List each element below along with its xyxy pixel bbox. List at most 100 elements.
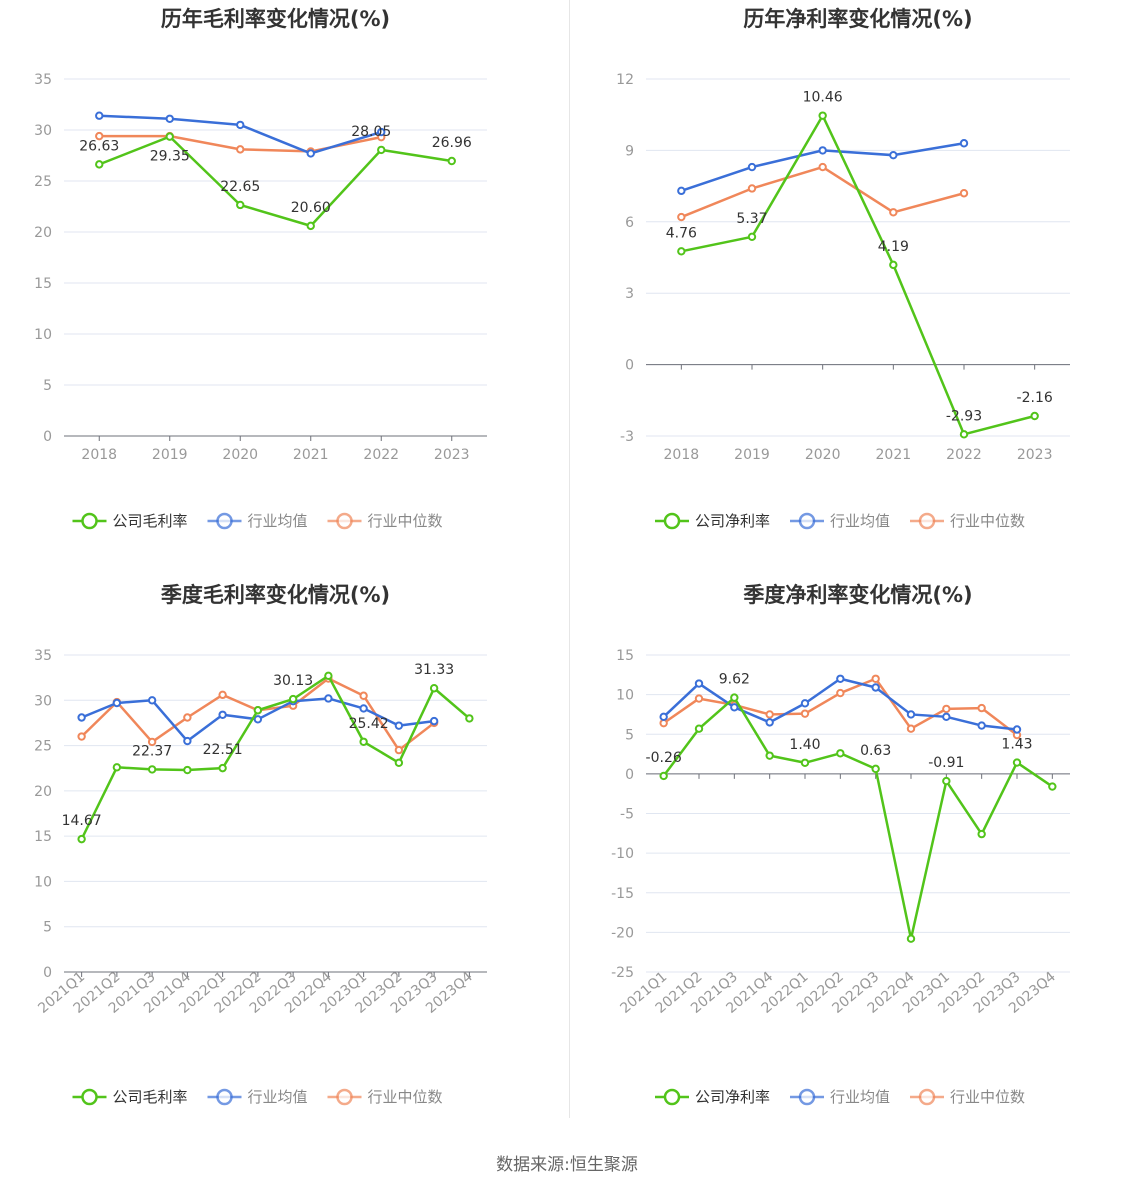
data-label: 26.96 [432, 135, 472, 151]
data-point-company [165, 132, 174, 141]
series-line-company [681, 114, 1035, 436]
legend-item: 行业中位数 [327, 1088, 443, 1106]
data-label: 0.63 [860, 743, 891, 759]
legend-label: 公司净利率 [695, 1088, 770, 1106]
data-point-company [889, 260, 898, 270]
data-point-industry-avg [236, 120, 245, 130]
legend-swatch-circle [216, 512, 233, 530]
data-point-company [218, 763, 227, 773]
source-name: 恒生聚源 [569, 1155, 638, 1175]
y-tick-label: 5 [43, 378, 52, 394]
data-point-industry-median [677, 212, 686, 222]
data-label: 22.51 [203, 742, 243, 758]
data-point-industry-avg [324, 694, 333, 703]
x-tick-label: 2023 [1017, 447, 1053, 463]
source-label: 数据来源: [496, 1155, 570, 1175]
legend-swatch-circle [798, 512, 816, 530]
y-tick-label: 15 [616, 648, 634, 664]
data-point-company [394, 758, 404, 767]
data-point-industry-avg [183, 736, 192, 746]
data-point-company [377, 145, 386, 155]
data-point-company [959, 430, 969, 439]
data-label: 1.40 [789, 737, 820, 753]
y-tick-label: -3 [620, 429, 634, 445]
data-point-industry-median [359, 691, 368, 700]
data-point-industry-avg [147, 696, 157, 705]
data-point-industry-avg [112, 698, 122, 708]
data-point-company [447, 156, 456, 166]
x-tick-label: 2021 [293, 447, 329, 463]
x-tick-label: 2020 [805, 447, 841, 463]
data-point-company [288, 694, 298, 704]
data-label: 4.19 [878, 239, 909, 255]
legend-label: 公司毛利率 [113, 1088, 188, 1106]
data-point-industry-median [889, 208, 898, 217]
y-tick-label: 15 [34, 829, 52, 845]
data-label: 29.35 [150, 149, 190, 165]
data-point-industry-avg [659, 712, 668, 722]
y-tick-label: -25 [611, 965, 634, 981]
data-label: 10.46 [803, 90, 843, 106]
data-point-industry-median [183, 713, 192, 722]
legend-label: 行业均值 [248, 1088, 308, 1106]
legend-swatch-circle [663, 512, 681, 530]
data-point-industry-avg [747, 162, 757, 172]
y-tick-label: 30 [34, 123, 52, 139]
legend-item: 行业均值 [207, 512, 308, 530]
data-label: 9.62 [719, 672, 750, 688]
data-point-industry-median [836, 688, 845, 698]
series-line-industry-median [680, 165, 965, 219]
data-point-company [95, 160, 104, 169]
data-point-industry-median [977, 703, 986, 713]
data-label: -2.93 [946, 408, 982, 424]
data-point-industry-avg [359, 704, 368, 713]
y-tick-label: 20 [34, 225, 52, 241]
data-point-industry-median [818, 162, 827, 172]
data-point-company [1012, 758, 1022, 767]
legend-label: 公司净利率 [695, 512, 770, 530]
data-point-company [836, 749, 845, 758]
legend-item: 公司净利率 [655, 512, 770, 530]
x-tick-label: 2023 [434, 447, 470, 463]
quarterly-net-margin-panel: 季度净利率变化情况(%) -25 -20 -15 -10 -5 0 5 10 15 2021Q1 20… [567, 576, 1134, 1152]
data-point-company [818, 111, 827, 120]
data-label: 20.60 [291, 200, 331, 216]
data-point-company [659, 771, 668, 781]
y-tick-label: 15 [34, 276, 52, 292]
legend-swatch-circle [663, 1088, 681, 1106]
legend-label: 行业均值 [248, 512, 308, 530]
x-tick-label: 2019 [152, 447, 188, 463]
data-point-industry-avg [942, 712, 951, 722]
y-tick-label: 0 [625, 358, 634, 374]
legend-swatch-circle [918, 1088, 936, 1106]
legend-label: 公司毛利率 [113, 512, 188, 530]
series-line-industry-avg [662, 677, 1018, 731]
data-point-company [765, 751, 774, 760]
data-point-industry-avg [818, 146, 827, 155]
legend-swatch-circle [798, 1088, 816, 1106]
y-tick-label: 35 [34, 648, 52, 664]
y-tick-label: -5 [620, 807, 634, 823]
y-tick-label: 10 [34, 327, 52, 343]
data-point-industry-avg [730, 703, 739, 712]
y-tick-label: -20 [611, 925, 634, 941]
data-point-company [183, 765, 192, 775]
x-tick-label: 2018 [81, 447, 117, 463]
data-point-industry-median [95, 131, 104, 141]
data-point-industry-median [236, 145, 245, 154]
data-point-industry-avg [836, 674, 845, 683]
data-point-industry-median [871, 674, 880, 683]
data-point-industry-median [800, 709, 810, 718]
data-point-industry-avg [694, 679, 704, 688]
legend-item: 行业中位数 [910, 512, 1025, 530]
data-label: -0.91 [928, 755, 964, 771]
y-tick-label: 0 [43, 429, 52, 445]
data-label: 1.43 [1001, 737, 1032, 753]
quarterly-gross-margin-panel: 季度毛利率变化情况(%) 0 5 10 15 20 25 30 35 2021Q1 2021Q2 20… [0, 576, 567, 1152]
series-line-company [98, 135, 452, 228]
data-point-industry-avg [977, 721, 986, 730]
series-line-company [662, 696, 1054, 940]
data-point-company [253, 706, 263, 715]
x-tick-label: 2021 [876, 447, 912, 463]
data-point-company [112, 763, 122, 772]
